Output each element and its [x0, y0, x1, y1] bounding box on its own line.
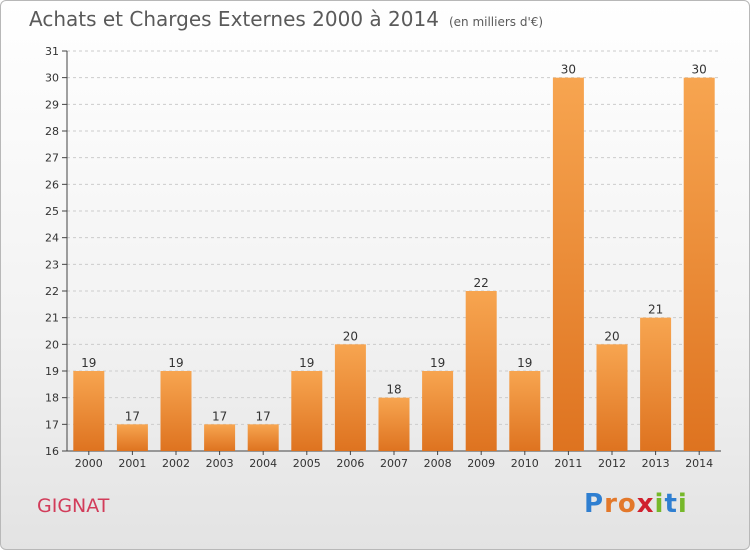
y-tick-label: 21	[45, 312, 59, 325]
y-tick-label: 29	[45, 98, 59, 111]
x-tick-label: 2002	[162, 457, 190, 470]
data-labels: 19 17 19 17 17 19 20 18 19 22 19 30 20 21 30	[81, 63, 707, 424]
logo-letter: x	[636, 489, 655, 519]
y-tick-label: 19	[45, 365, 59, 378]
data-label: 17	[212, 409, 227, 423]
x-tick-label: 2012	[598, 457, 626, 470]
x-tick-label: 2001	[118, 457, 146, 470]
x-tick-label: 2013	[642, 457, 670, 470]
bar	[378, 397, 410, 451]
x-tick-label: 2011	[554, 457, 582, 470]
y-tick-label: 16	[45, 445, 59, 458]
x-tick-label: 2006	[336, 457, 364, 470]
bar	[596, 344, 628, 451]
data-label: 17	[256, 409, 271, 423]
x-tick-label: 2007	[380, 457, 408, 470]
y-tick-label: 17	[45, 418, 59, 431]
proxiti-logo[interactable]: Proxiti	[584, 489, 688, 519]
bar	[683, 77, 715, 452]
logo-letter: t	[664, 489, 678, 519]
bar	[247, 424, 279, 451]
chart-title: Achats et Charges Externes 2000 à 2014 (e…	[29, 7, 543, 31]
y-tick-label: 27	[45, 152, 59, 165]
x-tick-label: 2003	[206, 457, 234, 470]
data-label: 17	[125, 409, 140, 423]
x-tick-label: 2000	[75, 457, 103, 470]
logo-letter: i	[677, 489, 688, 519]
data-label: 20	[343, 329, 358, 343]
x-tick-label: 2008	[424, 457, 452, 470]
data-label: 19	[81, 356, 96, 370]
x-tick-label: 2004	[249, 457, 277, 470]
bar	[509, 371, 541, 451]
y-tick-label: 23	[45, 258, 59, 271]
logo-letter: r	[604, 489, 618, 519]
chart-title-text: Achats et Charges Externes 2000 à 2014	[29, 7, 439, 31]
data-label: 21	[648, 303, 663, 317]
data-label: 22	[474, 276, 489, 290]
y-tick-label: 24	[45, 232, 59, 245]
bar	[465, 291, 497, 451]
x-tick-label: 2014	[685, 457, 713, 470]
bars	[73, 77, 715, 452]
bar	[552, 77, 584, 452]
data-label: 30	[561, 63, 576, 77]
data-label: 19	[168, 356, 183, 370]
logo-letter: o	[617, 489, 637, 519]
chart-unit: (en milliers d'€)	[448, 15, 544, 29]
bar	[422, 371, 454, 451]
bar	[116, 424, 148, 451]
y-tick-label: 20	[45, 338, 59, 351]
y-tick-label: 26	[45, 178, 59, 191]
data-label: 19	[430, 356, 445, 370]
bar	[334, 344, 366, 451]
logo-letter: i	[654, 489, 665, 519]
bar	[73, 371, 105, 451]
bar	[160, 371, 192, 451]
y-tick-label: 28	[45, 125, 59, 138]
bar	[640, 317, 672, 451]
commune-name: GIGNAT	[37, 495, 110, 517]
x-tick-label: 2010	[511, 457, 539, 470]
data-label: 18	[386, 383, 401, 397]
data-label: 19	[517, 356, 532, 370]
x-tick-label: 2009	[467, 457, 495, 470]
y-tick-label: 18	[45, 392, 59, 405]
data-label: 30	[692, 63, 707, 77]
x-tick-label: 2005	[293, 457, 321, 470]
y-tick-label: 30	[45, 72, 59, 85]
y-tick-label: 31	[45, 45, 59, 58]
bar	[204, 424, 236, 451]
logo-letter: P	[584, 489, 605, 519]
data-label: 19	[299, 356, 314, 370]
y-tick-label: 25	[45, 205, 59, 218]
bar	[291, 371, 323, 451]
y-tick-label: 22	[45, 285, 59, 298]
data-label: 20	[604, 329, 619, 343]
